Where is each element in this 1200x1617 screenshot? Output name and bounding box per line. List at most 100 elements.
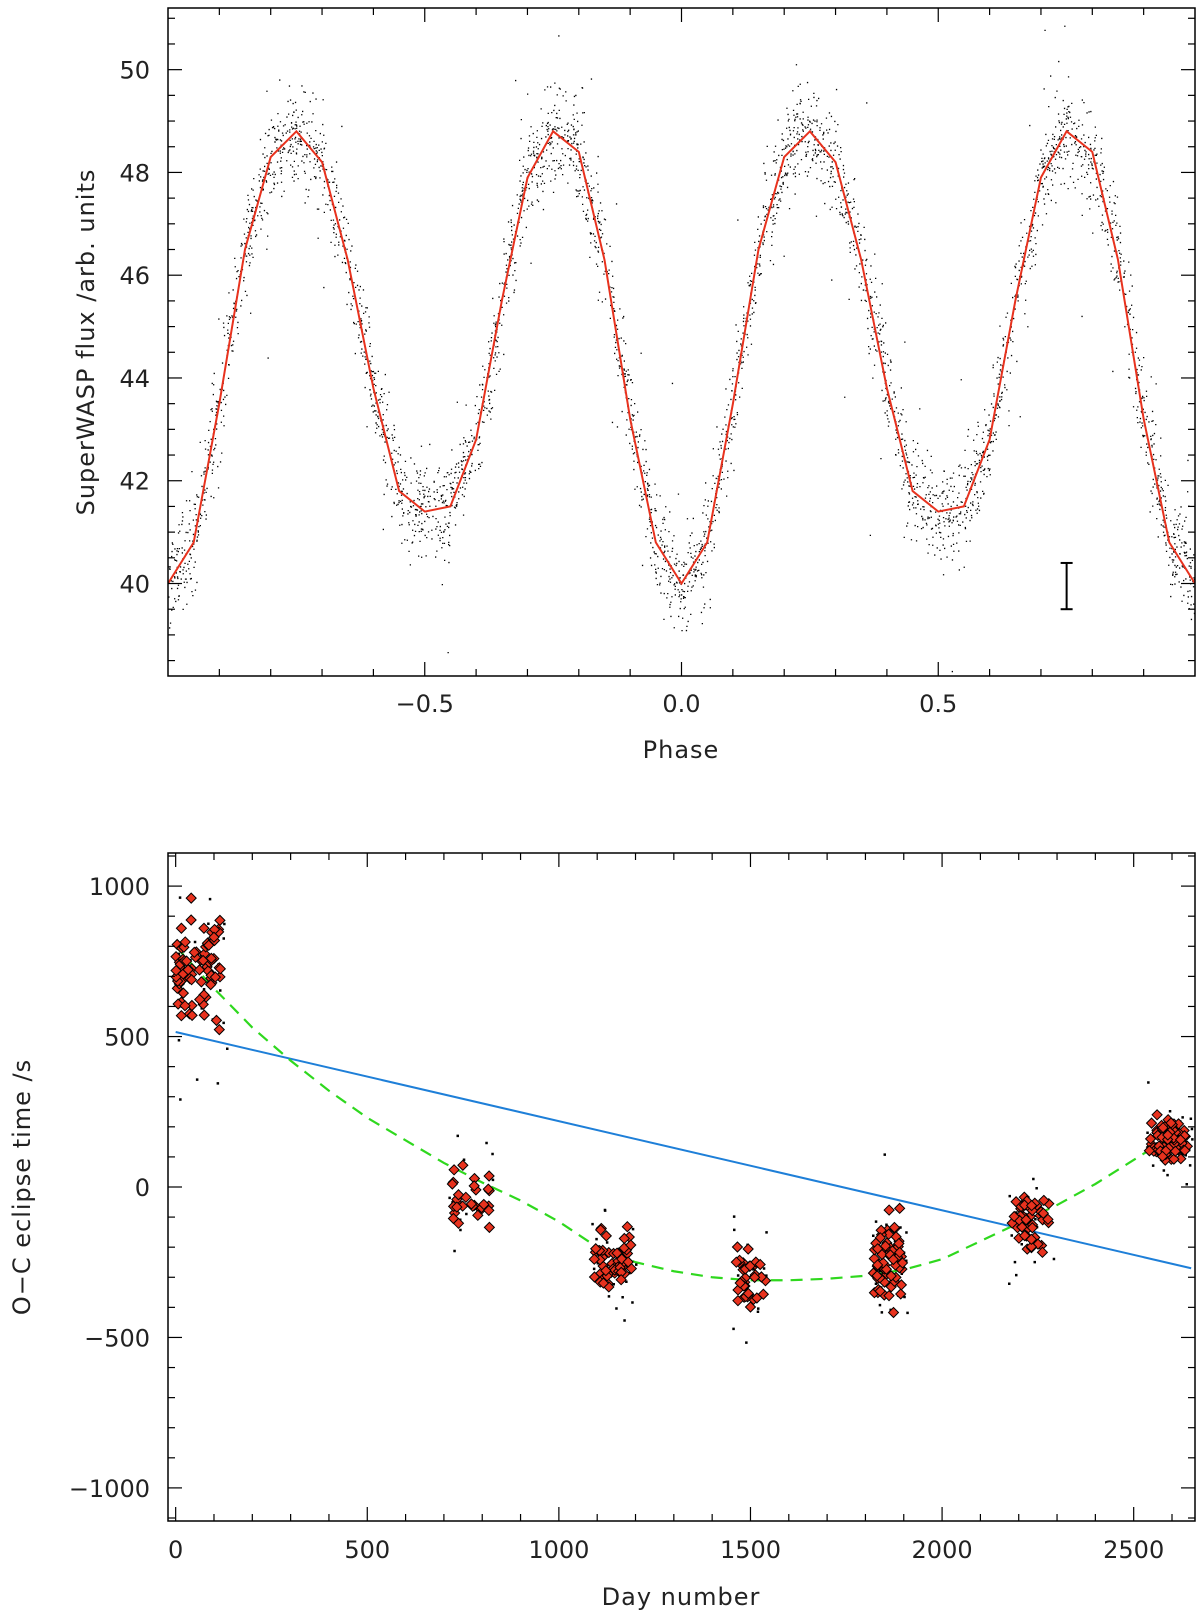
accepted-timings — [170, 892, 1194, 1319]
axis-ticks — [168, 8, 1195, 676]
timing-diamond — [748, 1271, 761, 1284]
timing-diamond — [871, 1259, 884, 1271]
timing-diamond — [615, 1273, 627, 1286]
timing-diamond — [205, 952, 218, 965]
timing-diamond — [622, 1256, 634, 1268]
timing-diamond — [482, 1183, 494, 1195]
panel-o-minus-c: 0 500 1000 1500 2000 2500 −1000 −500 0 500 1000 D… — [8, 852, 1196, 1611]
timing-diamond — [214, 914, 226, 927]
timing-diamond — [730, 1256, 743, 1268]
timing-diamond — [447, 1212, 460, 1225]
timing-diamond — [179, 999, 191, 1012]
rejected-timings — [172, 896, 1194, 1344]
timing-diamond — [588, 1271, 601, 1283]
timing-diamond — [1168, 1153, 1180, 1165]
x-tick-labels: −0.5 0.0 0.5 — [396, 690, 958, 718]
timing-diamond — [182, 964, 194, 976]
timing-diamond — [896, 1257, 909, 1269]
timing-diamond — [1156, 1150, 1169, 1163]
timing-diamond — [621, 1220, 634, 1233]
timing-diamond — [1179, 1144, 1191, 1157]
x-axis-title: Phase — [643, 736, 720, 764]
timing-diamond — [895, 1288, 907, 1300]
timing-diamond — [1038, 1194, 1050, 1207]
timing-diamond — [1025, 1233, 1038, 1246]
timing-diamond — [452, 1189, 465, 1201]
timing-diamond — [1175, 1153, 1187, 1165]
timing-diamond — [214, 963, 227, 975]
x-axis-title: Day number — [602, 1583, 761, 1611]
timing-diamond — [742, 1243, 754, 1255]
timing-diamond — [1143, 1145, 1156, 1157]
y-tick-labels: 40 42 44 46 48 50 — [119, 57, 150, 599]
timing-diamond — [744, 1260, 756, 1272]
rejected-points — [172, 896, 1194, 1344]
timing-diamond — [883, 1204, 895, 1216]
y-axis-title: O−C eclipse time /s — [8, 1059, 36, 1315]
photometry-points — [168, 25, 1195, 673]
timing-diamond — [888, 1221, 901, 1234]
timing-diamond — [465, 1198, 478, 1210]
y-tick-label: 50 — [119, 57, 150, 85]
timing-diamond — [893, 1202, 906, 1215]
timing-diamond — [594, 1224, 607, 1236]
timing-diamond — [887, 1306, 900, 1319]
x-tick-label: 0.0 — [662, 690, 700, 718]
timing-diamond — [170, 971, 182, 983]
timing-diamond — [1157, 1121, 1169, 1134]
timing-diamond — [194, 993, 206, 1006]
error-bar — [1060, 561, 1073, 611]
timing-diamond — [468, 1180, 480, 1192]
timing-diamond — [451, 1201, 463, 1213]
timing-diamond — [198, 922, 210, 934]
timing-diamond — [483, 1221, 496, 1234]
x-tick-labels: 0 500 1000 1500 2000 2500 — [168, 1536, 1164, 1564]
timing-diamond — [1025, 1241, 1038, 1253]
x-tick-label: 2000 — [912, 1536, 973, 1564]
x-tick-label: 0 — [168, 1536, 183, 1564]
timing-diamond — [744, 1301, 757, 1313]
timing-diamond — [472, 1209, 484, 1222]
timing-diamond — [203, 939, 215, 951]
y-tick-label: 48 — [119, 159, 150, 187]
timing-diamond — [887, 1253, 900, 1266]
timing-diamond — [1145, 1117, 1158, 1129]
timing-diamond — [177, 987, 190, 999]
x-tick-label: −0.5 — [396, 690, 454, 718]
timing-diamond — [590, 1243, 602, 1255]
timing-diamond — [1165, 1117, 1177, 1129]
timing-diamond — [210, 1014, 223, 1027]
plot-frame-bottom — [167, 852, 1196, 1522]
timing-diamond — [188, 946, 201, 959]
timing-diamond — [446, 1178, 459, 1190]
timing-diamond — [757, 1288, 770, 1300]
timing-diamond — [204, 978, 217, 991]
timing-diamond — [742, 1287, 755, 1300]
x-tick-label: 1500 — [720, 1536, 781, 1564]
plot-frame-top — [167, 7, 1196, 677]
timing-diamond — [885, 1270, 897, 1282]
x-tick-label: 0.5 — [919, 690, 957, 718]
timing-diamond — [208, 931, 220, 943]
y-tick-label: 500 — [104, 1024, 150, 1052]
timing-diamond — [180, 955, 193, 967]
quadratic-fit-line — [174, 945, 1192, 1282]
y-tick-labels: −1000 −500 0 500 1000 — [69, 873, 150, 1503]
timing-diamond — [186, 1009, 198, 1022]
x-tick-label: 500 — [344, 1536, 390, 1564]
timing-diamond — [175, 1009, 188, 1022]
timing-diamond — [1020, 1214, 1032, 1226]
timing-diamond — [179, 936, 191, 948]
timing-diamond — [894, 1246, 906, 1259]
timing-diamond — [871, 1243, 884, 1255]
timing-diamond — [1169, 1145, 1182, 1157]
timing-diamond — [1144, 1133, 1157, 1145]
timing-diamond — [448, 1164, 460, 1176]
timing-diamond — [1036, 1246, 1049, 1259]
timing-diamond — [209, 971, 222, 983]
timing-diamond — [483, 1204, 495, 1217]
y-tick-label: 40 — [119, 571, 150, 599]
timing-diamond — [195, 976, 208, 988]
timing-diamond — [754, 1258, 766, 1271]
